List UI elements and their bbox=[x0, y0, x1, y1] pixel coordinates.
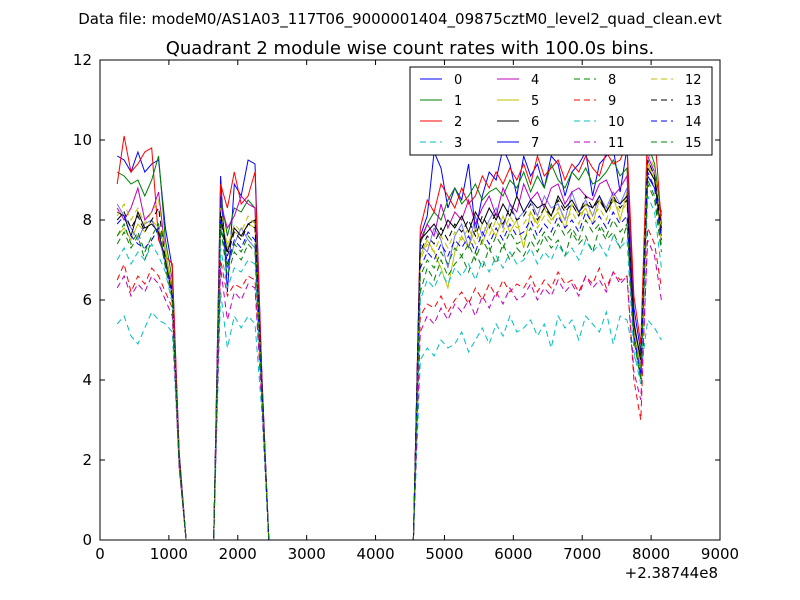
series-line-7 bbox=[116, 159, 662, 540]
x-tick-label: 4000 bbox=[356, 545, 394, 563]
figure-suptitle: Data file: modeM0/AS1A03_117T06_90000014… bbox=[78, 10, 722, 29]
legend-label: 10 bbox=[608, 115, 625, 130]
y-tick-label: 8 bbox=[82, 211, 92, 229]
y-tick-label: 4 bbox=[82, 371, 92, 389]
y-tick-label: 2 bbox=[82, 451, 92, 469]
y-tick-label: 0 bbox=[82, 531, 92, 549]
legend-label: 8 bbox=[608, 73, 616, 88]
legend-label: 2 bbox=[454, 115, 462, 130]
legend-label: 5 bbox=[531, 94, 539, 109]
legend-box bbox=[409, 66, 713, 156]
x-tick-label: 6000 bbox=[494, 545, 532, 563]
series-line-10 bbox=[116, 195, 662, 540]
series-layer bbox=[116, 122, 662, 540]
x-tick-label: 1000 bbox=[150, 545, 188, 563]
series-line-0 bbox=[116, 146, 662, 540]
series-line-4 bbox=[116, 155, 662, 540]
x-axis-offset-label: +2.38744e8 bbox=[625, 564, 718, 582]
series-line-9 bbox=[116, 227, 662, 540]
legend-label: 15 bbox=[685, 136, 702, 151]
x-axis: 0 1000 2000 3000 4000 5000 6000 7000 8000 9000 bbox=[95, 60, 739, 563]
y-tick-label: 6 bbox=[82, 291, 92, 309]
x-tick-label: 8000 bbox=[632, 545, 670, 563]
x-tick-label: 3000 bbox=[288, 545, 326, 563]
x-tick-label: 0 bbox=[95, 545, 105, 563]
series-line-6 bbox=[116, 166, 662, 540]
series-line-15 bbox=[116, 179, 662, 540]
series-line-2 bbox=[116, 122, 662, 540]
legend-label: 14 bbox=[685, 115, 702, 130]
legend-label: 13 bbox=[685, 94, 702, 109]
series-line-13 bbox=[116, 159, 662, 540]
legend-label: 3 bbox=[454, 136, 462, 151]
x-tick-label: 5000 bbox=[425, 545, 463, 563]
y-tick-label: 10 bbox=[73, 131, 92, 149]
y-tick-label: 12 bbox=[73, 51, 92, 69]
legend-label: 11 bbox=[608, 136, 625, 151]
series-line-5 bbox=[116, 163, 662, 540]
x-tick-label: 2000 bbox=[219, 545, 257, 563]
legend-label: 0 bbox=[454, 73, 462, 88]
legend-label: 6 bbox=[531, 115, 539, 130]
legend-label: 1 bbox=[454, 94, 462, 109]
legend-label: 12 bbox=[685, 73, 702, 88]
chart-title: Quadrant 2 module wise count rates with … bbox=[166, 38, 655, 59]
x-tick-label: 9000 bbox=[701, 545, 739, 563]
series-line-8 bbox=[116, 183, 662, 540]
series-line-1 bbox=[116, 143, 662, 540]
x-tick-label: 7000 bbox=[563, 545, 601, 563]
series-line-14 bbox=[116, 171, 662, 540]
series-line-3 bbox=[116, 291, 662, 540]
series-line-11 bbox=[116, 239, 662, 540]
legend-label: 7 bbox=[531, 136, 539, 151]
legend-label: 4 bbox=[531, 73, 539, 88]
legend-label: 9 bbox=[608, 94, 616, 109]
